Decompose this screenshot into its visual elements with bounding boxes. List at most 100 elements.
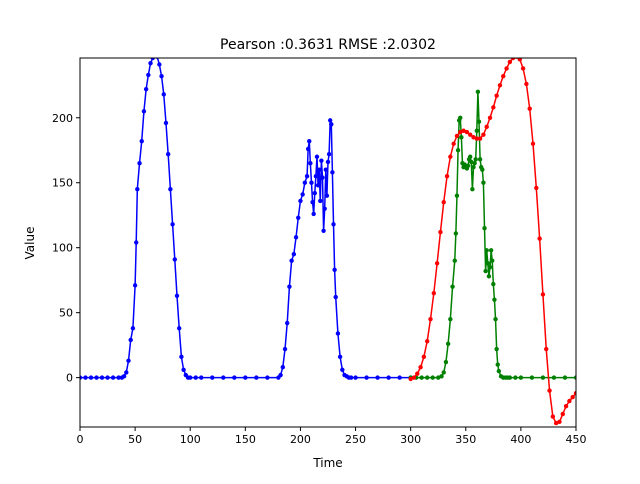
series-1-point (135, 187, 140, 192)
series-1-point (254, 375, 259, 380)
series-1-point (88, 375, 94, 380)
series-1-point (157, 62, 162, 67)
series-2-point (487, 264, 493, 270)
series-1-point (181, 367, 186, 373)
series-3-point (487, 115, 493, 120)
x-tick-label: 0 (77, 433, 84, 446)
series-2-point (469, 159, 474, 165)
x-axis-label: Time (312, 456, 342, 470)
series-3-point (504, 66, 509, 71)
series-1-point (293, 235, 299, 240)
series-2-point (513, 375, 518, 380)
series-1-point (335, 331, 341, 336)
series-3-point (567, 398, 572, 404)
series-2-point (484, 248, 489, 253)
series-1-point (322, 206, 327, 211)
series-1-point (329, 122, 334, 127)
series-1-point (163, 120, 169, 126)
series-1-point (193, 375, 198, 380)
series-3-point (421, 354, 427, 360)
series-3-point (471, 135, 476, 140)
series-2-point (455, 148, 461, 153)
series-2-point (476, 119, 482, 124)
y-tick-label: 0 (66, 372, 73, 385)
series-3-point (540, 292, 546, 297)
x-tick-label: 100 (180, 433, 201, 446)
series-3-point (553, 420, 559, 426)
series-3-point (537, 236, 542, 241)
series-2-point (551, 375, 557, 380)
series-1-point (326, 151, 332, 157)
x-tick-label: 150 (235, 433, 256, 446)
series-1-point (298, 198, 303, 204)
series-1-point (337, 354, 343, 360)
series-1-point (110, 375, 116, 380)
series-2-point (441, 370, 446, 375)
series-3-point (434, 261, 440, 266)
series-1-point (232, 375, 237, 380)
series-3-point (441, 200, 446, 205)
x-tick-label: 250 (345, 433, 366, 446)
series-1-point (324, 193, 330, 198)
series-3 (408, 58, 576, 426)
series-2-point (450, 284, 455, 289)
series-1-point (397, 375, 402, 380)
series-1-point (80, 375, 83, 380)
series-1-point (124, 370, 129, 375)
x-tick-label: 200 (290, 433, 311, 446)
series-2-point (471, 164, 476, 170)
series-3-point (428, 316, 433, 322)
series-2-point (507, 375, 513, 380)
x-tick-label: 450 (566, 433, 587, 446)
series-1-point (312, 190, 317, 196)
series-2-point (483, 268, 488, 274)
series-3-point (573, 391, 576, 396)
series-1-point (323, 167, 328, 172)
series-2-point (473, 157, 478, 162)
series-1-point (148, 61, 153, 66)
series-3-point (461, 128, 466, 133)
series-2-point (529, 375, 535, 380)
series-3-point (481, 132, 486, 137)
series-1-point (332, 267, 337, 272)
x-tick-label: 300 (400, 433, 421, 446)
series-2-point (482, 226, 487, 231)
series-1-point (300, 192, 305, 197)
series-3-point (431, 290, 437, 296)
series-1-point (141, 109, 147, 114)
series-1-point (280, 365, 286, 370)
series-2-point (419, 375, 424, 380)
series-3-point (520, 66, 526, 71)
series-1-point (83, 375, 88, 380)
series-1-point (318, 198, 323, 204)
series-layer (80, 58, 576, 426)
series-2-point (496, 368, 502, 374)
series-1-point (130, 326, 136, 331)
series-1-line (80, 58, 411, 379)
series-2-point (452, 258, 457, 263)
series-2-point (425, 375, 430, 380)
series-3-point (415, 371, 420, 376)
series-1-point (99, 375, 105, 380)
series-1-point (331, 222, 336, 227)
series-1-point (121, 374, 127, 379)
series-1-point (328, 118, 333, 123)
series-2-point (477, 157, 483, 162)
series-1-point (94, 375, 99, 380)
x-tick-label: 350 (455, 433, 476, 446)
series-3-point (560, 411, 565, 417)
series-1-point (150, 58, 155, 61)
y-tick-label: 150 (52, 177, 73, 190)
series-1-point (308, 161, 313, 166)
series-2-point (472, 161, 477, 166)
series-3-point (467, 132, 473, 137)
series-1-point (319, 158, 324, 163)
x-tick-label: 400 (510, 433, 531, 446)
series-1-point (321, 228, 326, 234)
series-1-point (348, 375, 354, 380)
series-2-point (475, 89, 481, 94)
series-3-point (510, 58, 516, 61)
series-2-point (453, 231, 459, 236)
series-3-point (491, 105, 496, 110)
